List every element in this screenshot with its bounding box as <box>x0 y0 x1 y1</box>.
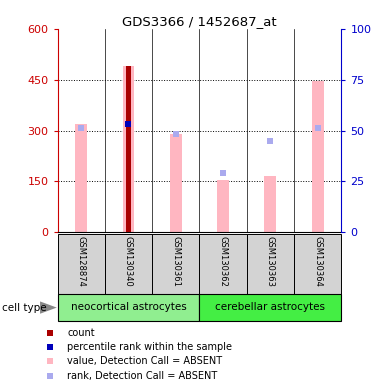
Text: rank, Detection Call = ABSENT: rank, Detection Call = ABSENT <box>67 371 217 381</box>
Bar <box>170 134 182 232</box>
Bar <box>217 180 229 232</box>
Bar <box>58 294 200 321</box>
Text: GSM130362: GSM130362 <box>219 236 227 286</box>
Text: cerebellar astrocytes: cerebellar astrocytes <box>216 302 325 312</box>
Text: neocortical astrocytes: neocortical astrocytes <box>70 302 186 312</box>
Text: GSM130364: GSM130364 <box>313 236 322 286</box>
Text: GSM128874: GSM128874 <box>77 236 86 286</box>
Bar <box>247 234 294 294</box>
Bar <box>122 66 134 232</box>
Polygon shape <box>40 301 57 314</box>
Bar <box>200 234 247 294</box>
Text: cell type: cell type <box>2 303 46 313</box>
Text: GSM130363: GSM130363 <box>266 235 275 286</box>
Text: value, Detection Call = ABSENT: value, Detection Call = ABSENT <box>67 356 222 366</box>
Bar <box>75 124 87 232</box>
Bar <box>265 176 276 232</box>
Text: GSM130340: GSM130340 <box>124 236 133 286</box>
Bar <box>105 234 152 294</box>
Title: GDS3366 / 1452687_at: GDS3366 / 1452687_at <box>122 15 277 28</box>
Text: count: count <box>67 328 95 338</box>
Text: GSM130361: GSM130361 <box>171 236 180 286</box>
Bar <box>126 66 131 232</box>
Bar <box>312 81 324 232</box>
Bar <box>200 294 341 321</box>
Bar <box>294 234 341 294</box>
Bar <box>58 234 105 294</box>
Bar <box>152 234 200 294</box>
Text: percentile rank within the sample: percentile rank within the sample <box>67 342 232 352</box>
